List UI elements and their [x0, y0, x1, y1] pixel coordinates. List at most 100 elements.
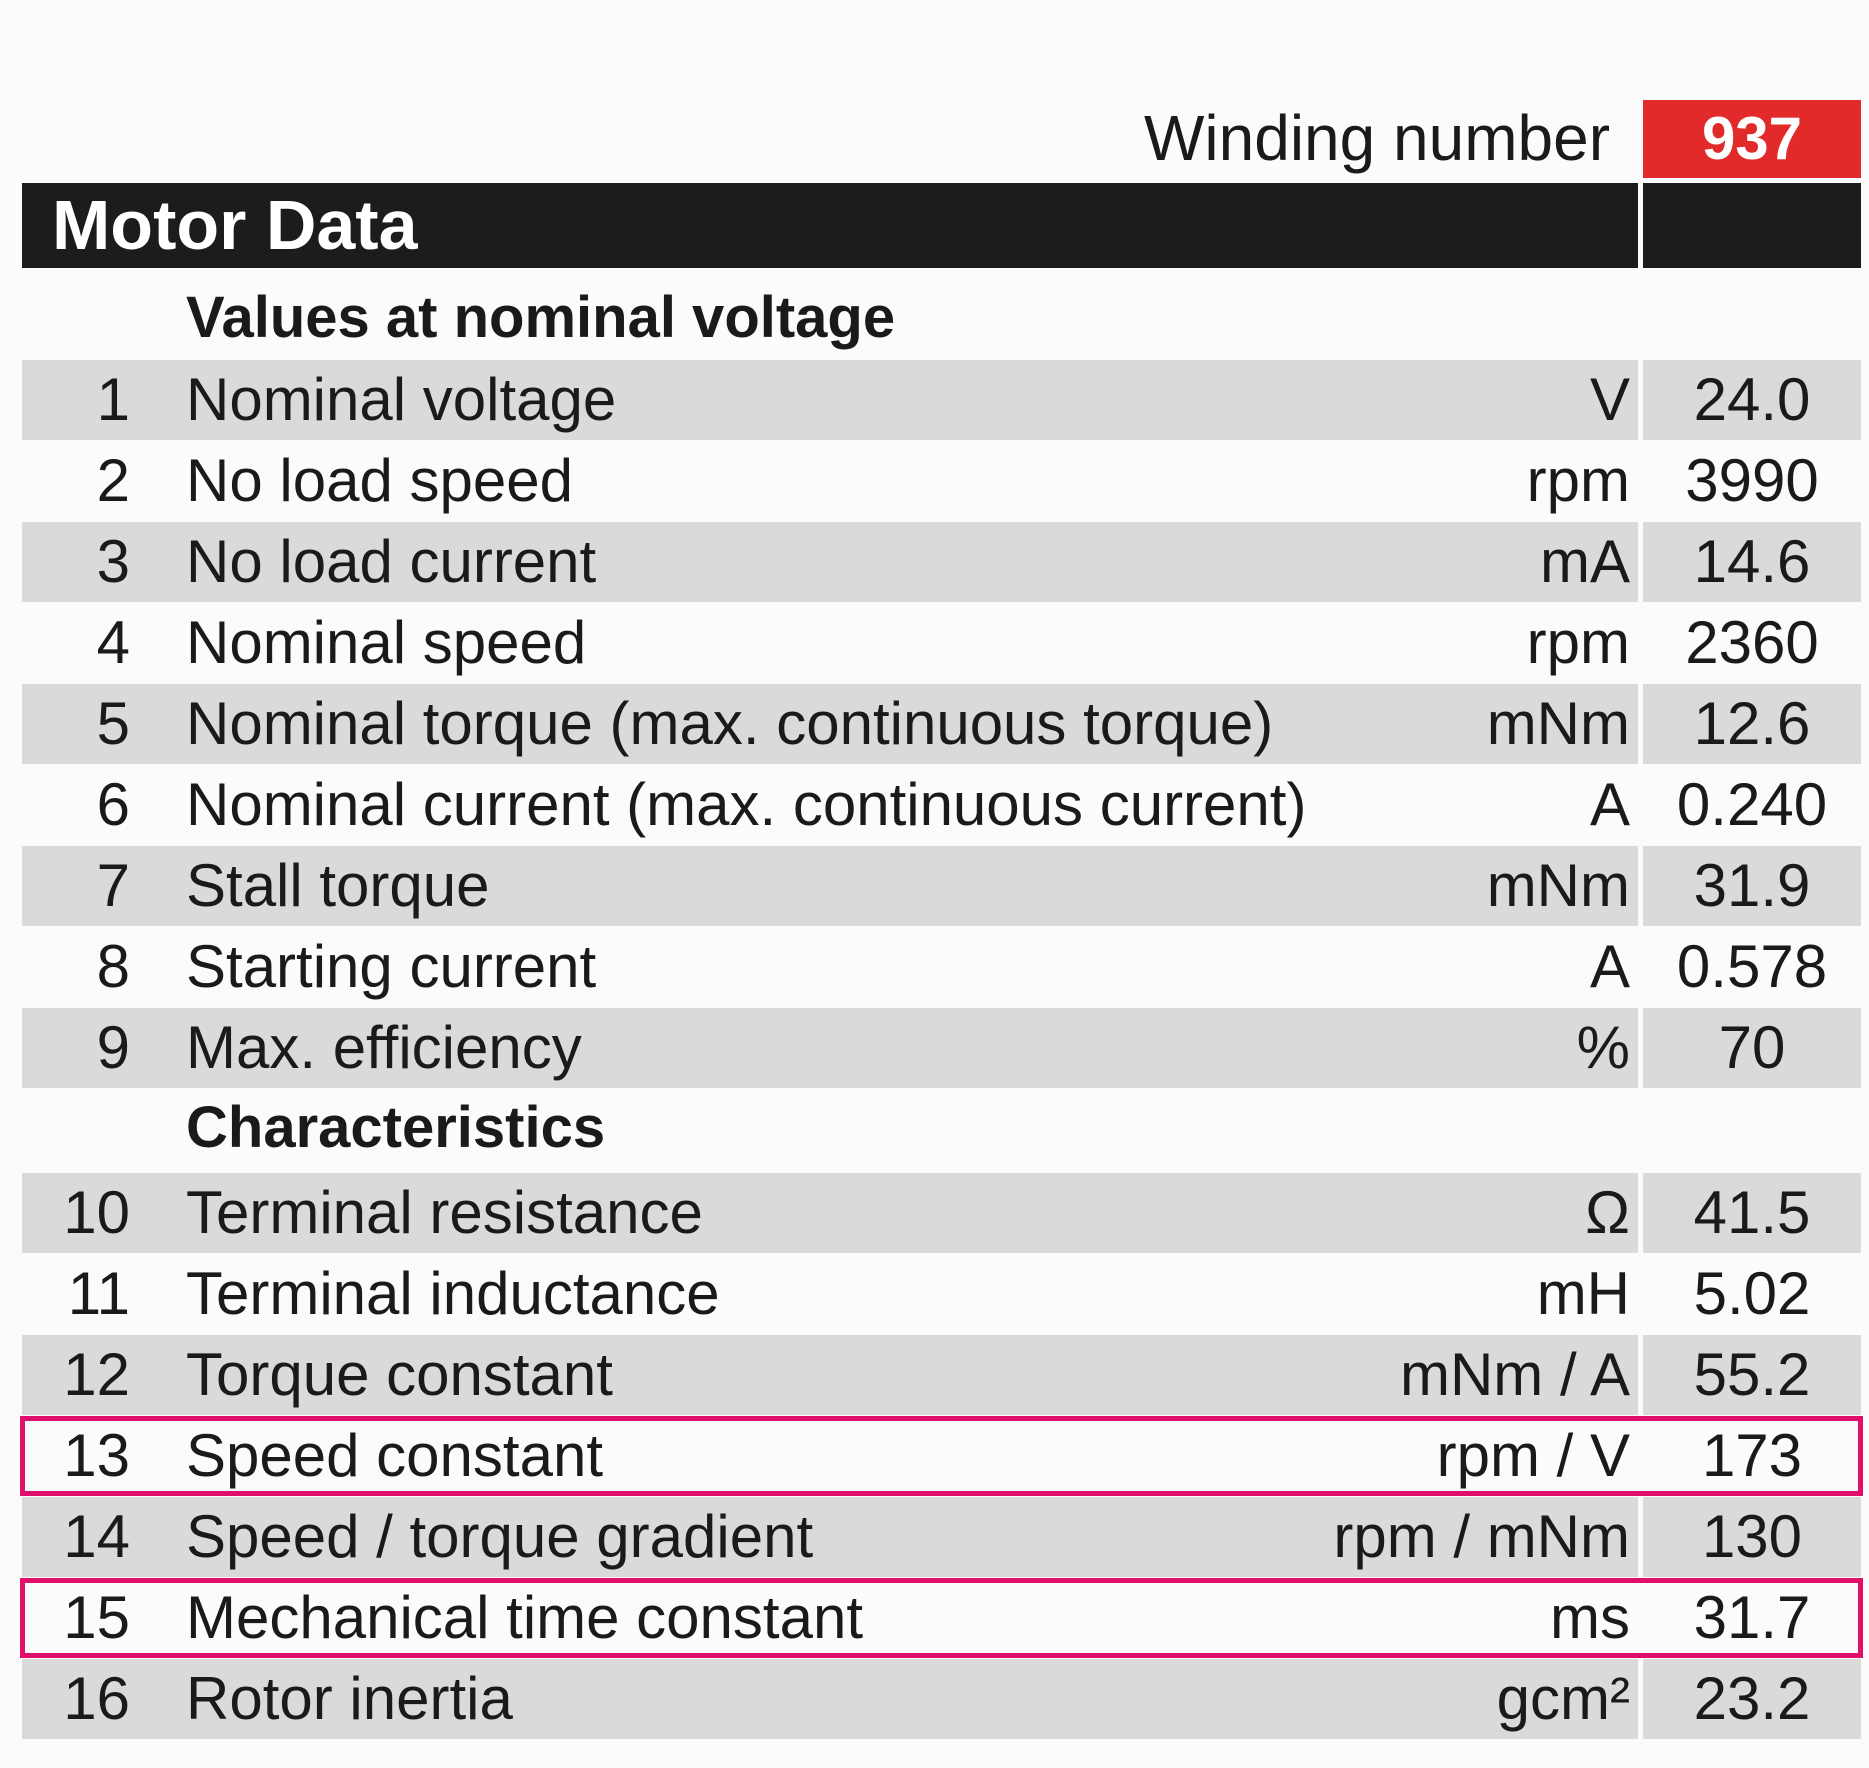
row-shade	[22, 1173, 1638, 1253]
row-shade-value	[1643, 360, 1861, 440]
row-unit: ms	[1550, 1584, 1630, 1651]
row-unit: rpm	[1526, 447, 1630, 514]
row-number: 12	[63, 1341, 130, 1408]
row-label: No load speed	[186, 447, 573, 514]
row-shade-value	[1643, 1497, 1861, 1577]
row-unit: mNm	[1486, 852, 1630, 919]
row-shade	[22, 1335, 1638, 1415]
row-unit: rpm	[1526, 609, 1630, 676]
row-unit: rpm / V	[1436, 1422, 1630, 1489]
row-unit: A	[1589, 771, 1630, 838]
header-bar-value-column	[1643, 183, 1861, 268]
header-bar	[22, 183, 1638, 268]
row-value: 23.2	[1693, 1665, 1811, 1732]
row-value: 14.6	[1693, 528, 1811, 595]
header-title: Motor Data	[52, 186, 418, 264]
row-number: 2	[96, 447, 130, 514]
row-value: 70	[1718, 1014, 1786, 1081]
row-value: 2360	[1685, 609, 1819, 676]
row-label: Torque constant	[186, 1341, 613, 1408]
row-label: No load current	[186, 528, 597, 595]
row-label: Nominal torque (max. continuous torque)	[186, 690, 1274, 757]
row-number: 11	[67, 1260, 130, 1327]
row-number: 9	[96, 1014, 130, 1081]
row-shade-value	[1643, 1659, 1861, 1739]
table-row: 13 Speed constant rpm / V 173	[22, 1416, 1861, 1496]
row-value: 24.0	[1693, 366, 1811, 433]
row-label: Terminal resistance	[186, 1179, 703, 1246]
row-number: 10	[63, 1179, 130, 1246]
row-number: 14	[63, 1503, 130, 1570]
row-label: Stall torque	[186, 852, 490, 919]
row-unit: gcm²	[1496, 1665, 1630, 1732]
table-row: 5 Nominal torque (max. continuous torque)…	[22, 684, 1861, 764]
row-value: 41.5	[1693, 1179, 1811, 1246]
table-row: 9 Max. efficiency% 70	[22, 1008, 1861, 1088]
row-shade-value	[1643, 1008, 1861, 1088]
row-unit: mNm / A	[1399, 1341, 1630, 1408]
row-highlight-box	[20, 1416, 1863, 1496]
row-number: 4	[96, 609, 130, 676]
row-shade	[22, 684, 1638, 764]
row-highlight-box	[20, 1578, 1863, 1658]
row-number: 13	[63, 1422, 130, 1489]
table-row: 3 No load current mA 14.6	[22, 522, 1861, 602]
row-value: 0.578	[1676, 933, 1828, 1000]
row-number: 1	[96, 366, 130, 433]
table-row: 11 Terminal inductance mH 5.02	[22, 1254, 1861, 1334]
row-value: 5.02	[1693, 1260, 1811, 1327]
row-label: Speed / torque gradient	[186, 1503, 814, 1570]
row-label: Terminal inductance	[186, 1260, 720, 1327]
row-label: Rotor inertia	[186, 1665, 513, 1732]
row-shade-value	[1643, 1173, 1861, 1253]
section-title-nominal: Values at nominal voltage	[186, 285, 896, 350]
table-row: 1 Nominal voltage V 24.0	[22, 360, 1861, 440]
row-value: 130	[1701, 1503, 1803, 1570]
table-row: 6 Nominal current (max. continuous curren…	[22, 765, 1861, 845]
table-row: 15 Mechanical time constant ms 31.7	[22, 1578, 1861, 1658]
row-shade-value	[1643, 1335, 1861, 1415]
row-label: Starting current	[186, 933, 597, 1000]
row-number: 15	[63, 1584, 130, 1651]
row-shade-value	[1643, 522, 1861, 602]
row-label: Speed constant	[186, 1422, 603, 1489]
row-label: Nominal speed	[186, 609, 587, 676]
row-number: 8	[96, 933, 130, 1000]
row-shade	[22, 1497, 1638, 1577]
row-unit: A	[1589, 933, 1630, 1000]
row-shade-value	[1643, 684, 1861, 764]
table-row: 7 Stall torque mNm 31.9	[22, 846, 1861, 926]
table-row: 4 Nominal speed rpm 2360	[22, 603, 1861, 683]
table-row: 12 Torque constant mNm / A 55.2	[22, 1335, 1861, 1415]
section-title-characteristics: Characteristics	[186, 1095, 606, 1160]
row-unit: Ω	[1585, 1179, 1630, 1246]
table-row: 14 Speed / torque gradient rpm / mNm 130	[22, 1497, 1861, 1577]
row-label: Mechanical time constant	[186, 1584, 863, 1651]
row-value: 31.7	[1693, 1584, 1811, 1651]
row-value: 0.240	[1676, 771, 1828, 838]
row-unit: V	[1589, 366, 1630, 433]
row-shade	[22, 1659, 1638, 1739]
row-number: 6	[96, 771, 130, 838]
winding-number-badge: 937	[1643, 100, 1861, 178]
row-number: 7	[96, 852, 130, 919]
row-number: 3	[96, 528, 130, 595]
row-label: Max. efficiency	[186, 1014, 582, 1081]
row-unit: mA	[1540, 528, 1630, 595]
row-value: 3990	[1685, 447, 1819, 514]
row-unit: mNm	[1486, 690, 1630, 757]
table-row: 16 Rotor inertia gcm² 23.2	[22, 1659, 1861, 1739]
row-shade	[22, 846, 1638, 926]
row-shade	[22, 1008, 1638, 1088]
row-number: 5	[96, 690, 130, 757]
row-unit: mH	[1536, 1260, 1630, 1327]
row-value: 173	[1701, 1422, 1803, 1489]
table-row: 8 Starting current A 0.578	[22, 927, 1861, 1007]
row-shade	[22, 360, 1638, 440]
row-unit: rpm / mNm	[1333, 1503, 1630, 1570]
row-label: Nominal voltage	[186, 366, 617, 433]
table-row: 10 Terminal resistance Ω 41.5	[22, 1173, 1861, 1253]
row-number: 16	[63, 1665, 130, 1732]
row-shade	[22, 522, 1638, 602]
